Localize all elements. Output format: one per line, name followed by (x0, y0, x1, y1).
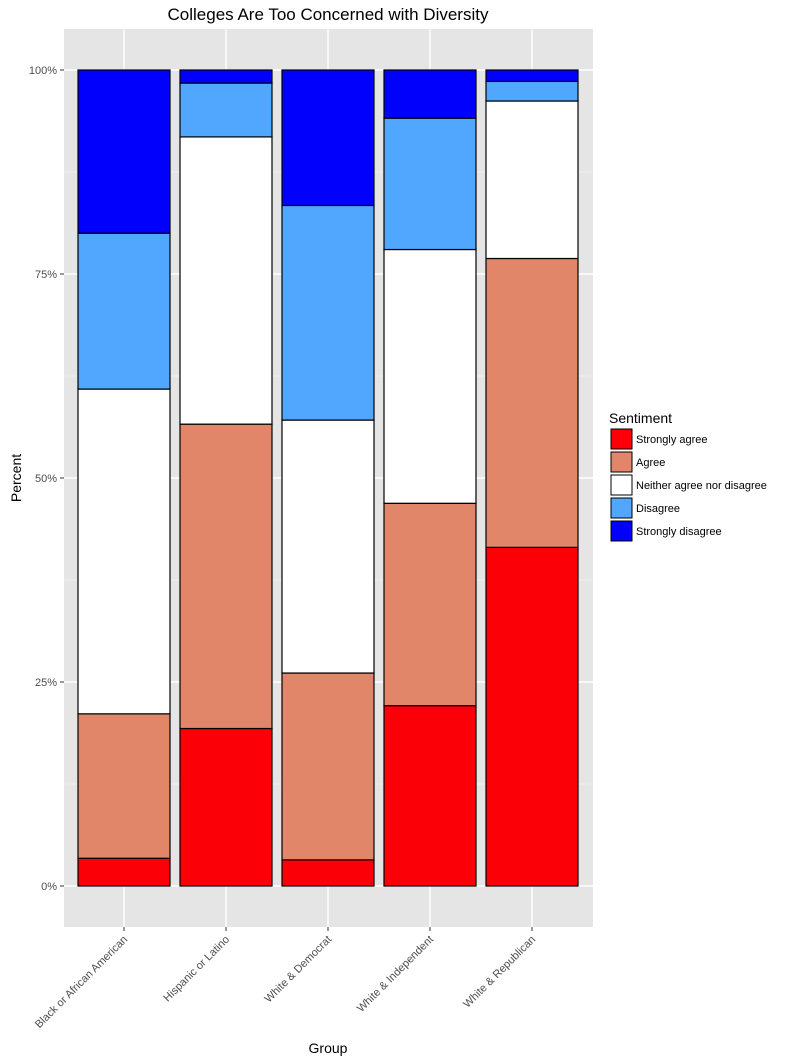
legend: Sentiment Strongly agree Agree Neither agr… (609, 410, 767, 542)
bar-segment (485, 546, 579, 887)
x-tick-label: Hispanic or Latino (161, 934, 232, 1005)
y-tick-label: 25% (35, 677, 57, 689)
legend-label: Strongly disagree (636, 526, 722, 538)
bar-segment (281, 859, 375, 887)
x-tick-label: White & Independent (355, 934, 436, 1015)
bar-segment (281, 69, 375, 207)
x-axis: Black or African American Hispanic or Lat… (33, 927, 538, 1031)
x-axis-title: Group (309, 1040, 348, 1056)
y-tick-label: 100% (29, 65, 57, 77)
x-tick-label: White & Democrat (263, 934, 335, 1006)
bar-segment (383, 705, 477, 887)
legend-swatch (610, 428, 633, 450)
legend-label: Strongly agree (636, 434, 708, 446)
bar-segment (383, 117, 477, 251)
legend-title: Sentiment (609, 410, 672, 426)
legend-swatch (610, 451, 633, 473)
bar-segment (485, 257, 579, 548)
bar-segment (485, 80, 579, 102)
bar-segment (77, 713, 171, 859)
x-tick-label: White & Republican (461, 934, 538, 1011)
y-tick-label: 0% (41, 881, 57, 893)
legend-swatch (610, 474, 633, 496)
bar-segment (179, 423, 273, 730)
y-axis-title: Percent (8, 454, 24, 502)
y-axis: 0% 25% 50% 75% 100% (29, 65, 64, 893)
legend-swatch (610, 520, 633, 542)
bar-segment (485, 69, 579, 83)
x-tick-label: Black or African American (33, 934, 130, 1031)
bar-segment (179, 69, 273, 84)
bar-segment (281, 672, 375, 861)
legend-swatch (610, 497, 633, 519)
bar-segment (281, 419, 375, 674)
y-tick-label: 50% (35, 473, 57, 485)
bar-segment (179, 727, 273, 887)
bar-segment (77, 232, 171, 390)
legend-label: Agree (636, 457, 665, 469)
bar-segment (179, 136, 273, 425)
bar-segment (77, 388, 171, 715)
bar-segment (281, 204, 375, 421)
bar-segment (383, 69, 477, 119)
bars (77, 69, 579, 887)
bar-segment (179, 82, 273, 138)
bar-segment (383, 502, 477, 707)
bar-segment (77, 857, 171, 887)
bar-segment (485, 100, 579, 260)
legend-label: Neither agree nor disagree (636, 480, 767, 492)
bar-segment (383, 248, 477, 504)
chart-title: Colleges Are Too Concerned with Diversit… (168, 5, 489, 24)
bar-segment (77, 69, 171, 234)
legend-label: Disagree (636, 503, 680, 515)
y-tick-label: 75% (35, 269, 57, 281)
